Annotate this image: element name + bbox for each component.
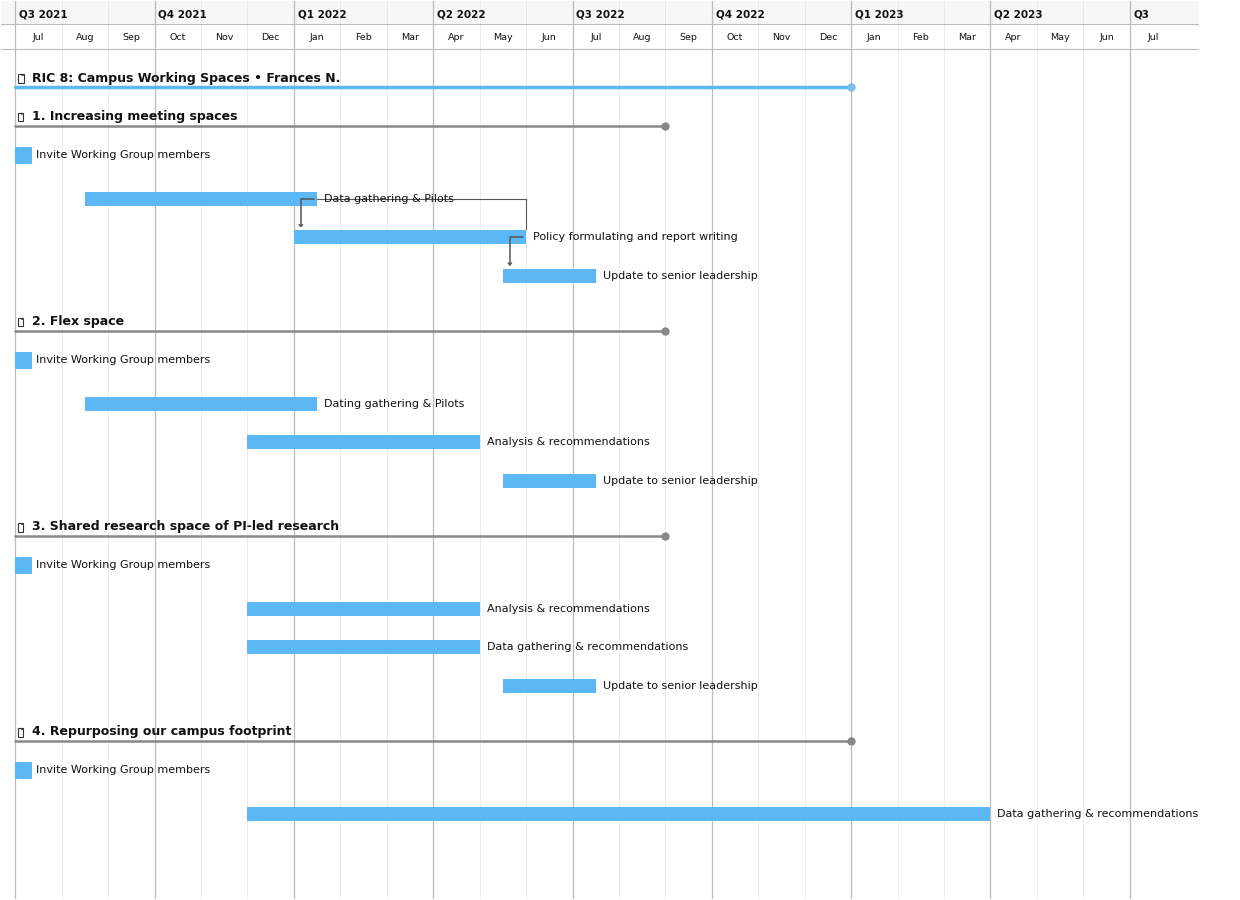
Text: Jun: Jun <box>542 32 557 41</box>
Text: Nov: Nov <box>215 32 233 41</box>
Text: Aug: Aug <box>632 32 651 41</box>
Bar <box>17 728 24 736</box>
Text: 2. Flex space: 2. Flex space <box>31 315 124 328</box>
Text: Oct: Oct <box>170 32 186 41</box>
Text: Data gathering & recommendations: Data gathering & recommendations <box>486 643 688 652</box>
Text: Invite Working Group members: Invite Working Group members <box>36 150 211 160</box>
Bar <box>503 473 595 488</box>
Text: Apr: Apr <box>448 32 465 41</box>
Text: Jul: Jul <box>1147 32 1158 41</box>
Text: Update to senior leadership: Update to senior leadership <box>603 271 758 281</box>
Bar <box>503 268 595 283</box>
Bar <box>294 230 526 244</box>
Text: Sep: Sep <box>123 32 140 41</box>
Text: Q2 2023: Q2 2023 <box>994 9 1043 19</box>
Text: Dec: Dec <box>262 32 280 41</box>
Bar <box>248 436 480 449</box>
Text: May: May <box>494 32 512 41</box>
Text: Q4 2021: Q4 2021 <box>159 9 207 19</box>
Text: Dating gathering & Pilots: Dating gathering & Pilots <box>324 399 465 409</box>
Text: Analysis & recommendations: Analysis & recommendations <box>486 604 650 614</box>
Text: Apr: Apr <box>1006 32 1022 41</box>
Text: Q1 2022: Q1 2022 <box>298 9 346 19</box>
Text: Aug: Aug <box>76 32 94 41</box>
Text: Q3: Q3 <box>1133 9 1149 19</box>
Text: Feb: Feb <box>355 32 372 41</box>
Text: Data gathering & Pilots: Data gathering & Pilots <box>324 194 454 203</box>
Text: Q3 2021: Q3 2021 <box>19 9 68 19</box>
Bar <box>17 113 24 122</box>
Text: 3. Shared research space of PI-led research: 3. Shared research space of PI-led resea… <box>31 520 339 534</box>
Bar <box>17 74 24 84</box>
Text: Nov: Nov <box>773 32 791 41</box>
Bar <box>503 679 595 693</box>
Bar <box>248 602 480 616</box>
Bar <box>15 762 31 778</box>
Bar <box>17 523 24 532</box>
Text: Data gathering & recommendations: Data gathering & recommendations <box>997 809 1199 819</box>
Bar <box>1 24 1199 48</box>
Text: Jun: Jun <box>1099 32 1114 41</box>
Text: Oct: Oct <box>727 32 743 41</box>
Text: Dec: Dec <box>818 32 837 41</box>
Bar <box>15 147 31 164</box>
Text: Update to senior leadership: Update to senior leadership <box>603 680 758 691</box>
Text: Invite Working Group members: Invite Working Group members <box>36 561 211 571</box>
Text: Mar: Mar <box>959 32 976 41</box>
Bar <box>15 557 31 573</box>
Text: Invite Working Group members: Invite Working Group members <box>36 356 211 365</box>
Text: Analysis & recommendations: Analysis & recommendations <box>486 437 650 447</box>
Text: Q1 2023: Q1 2023 <box>854 9 904 19</box>
Text: Q4 2022: Q4 2022 <box>715 9 764 19</box>
Text: Q2 2022: Q2 2022 <box>436 9 486 19</box>
Bar <box>248 807 991 821</box>
Text: Policy formulating and report writing: Policy formulating and report writing <box>533 232 738 242</box>
Bar <box>86 192 317 206</box>
Text: Sep: Sep <box>680 32 698 41</box>
Bar <box>248 640 480 654</box>
Text: RIC 8: Campus Working Spaces • Frances N.: RIC 8: Campus Working Spaces • Frances N… <box>31 72 340 85</box>
Text: 4. Repurposing our campus footprint: 4. Repurposing our campus footprint <box>31 725 291 739</box>
Bar <box>15 352 31 369</box>
Text: Q3 2022: Q3 2022 <box>577 9 625 19</box>
Text: May: May <box>1050 32 1070 41</box>
Bar <box>1 2 1199 24</box>
Text: 1. Increasing meeting spaces: 1. Increasing meeting spaces <box>31 110 237 123</box>
Bar <box>86 397 317 411</box>
Text: Jul: Jul <box>32 32 45 41</box>
Text: Feb: Feb <box>913 32 929 41</box>
Text: Mar: Mar <box>401 32 419 41</box>
Bar <box>17 319 24 327</box>
Text: Jan: Jan <box>310 32 325 41</box>
Text: Invite Working Group members: Invite Working Group members <box>36 765 211 776</box>
Text: Jul: Jul <box>590 32 601 41</box>
Text: Jan: Jan <box>867 32 882 41</box>
Text: Update to senior leadership: Update to senior leadership <box>603 476 758 486</box>
